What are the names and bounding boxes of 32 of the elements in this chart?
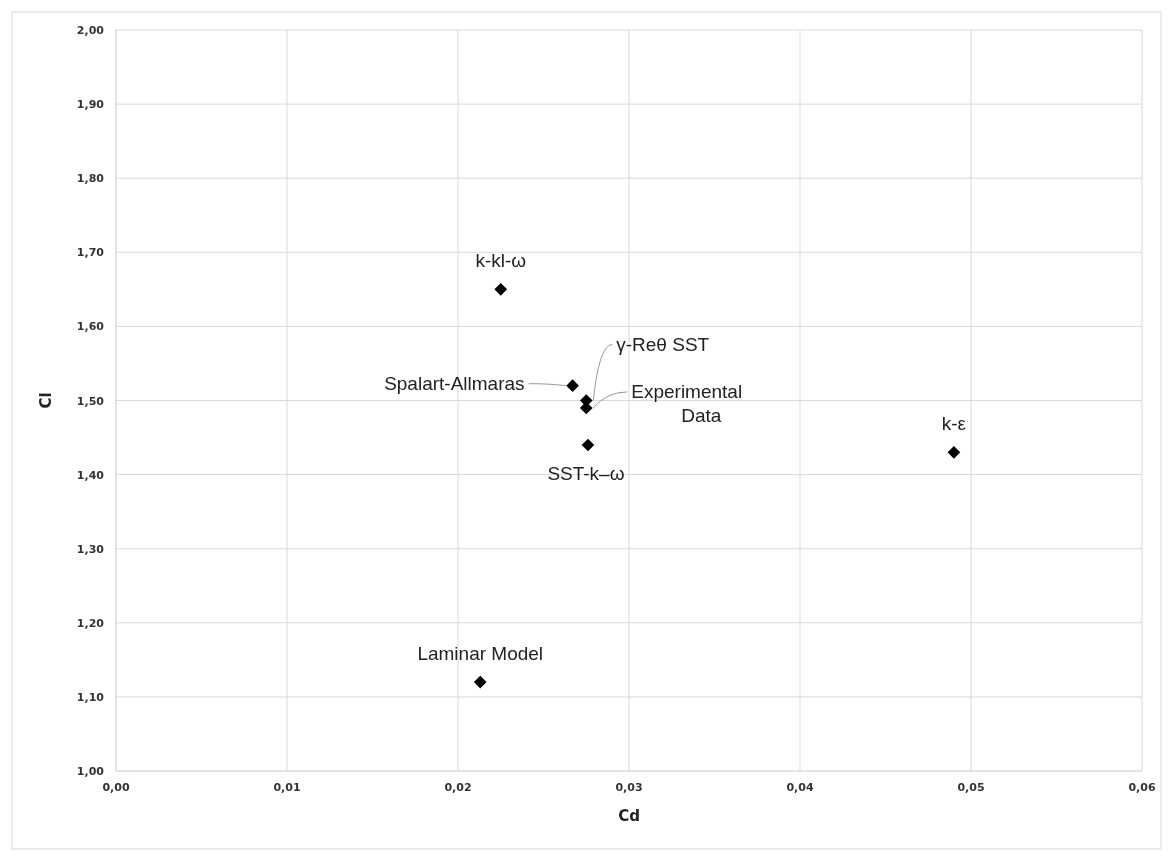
y-tick-label: 1,60 <box>76 320 105 334</box>
series-label: SST-k–ω <box>547 462 625 484</box>
y-tick-label: 1,30 <box>76 542 105 556</box>
x-tick-label: 0,03 <box>615 781 643 794</box>
text: Experimental Data <box>631 380 743 426</box>
y-tick-label: 1,90 <box>76 98 105 112</box>
y-tick-label: 1,00 <box>76 765 105 778</box>
y-tick-label: 1,50 <box>76 394 105 408</box>
y-tick-label: 2,00 <box>76 24 105 37</box>
y-tick-label: 1,40 <box>76 468 105 482</box>
series-label: k-kl-ω <box>475 250 527 272</box>
y-tick-label: 1,20 <box>76 616 105 630</box>
series-label: k-ε <box>941 413 967 435</box>
x-tick-label: 0,04 <box>786 781 814 794</box>
point <box>473 675 487 689</box>
y-tick-label: 1,10 <box>76 690 105 704</box>
point <box>566 379 579 392</box>
point <box>947 446 961 459</box>
y-tick-label: 1,80 <box>76 172 105 186</box>
text: Spalart-Allmaras <box>384 372 525 394</box>
x-tick-label: 0,05 <box>957 781 985 794</box>
series-label: Laminar Model <box>417 643 544 665</box>
x-axis-title: Cd <box>618 807 640 825</box>
text: γ-Reθ SST <box>616 333 710 355</box>
x-tick-label: 0,06 <box>1128 781 1156 794</box>
x-tick-label: 0,00 <box>102 781 130 794</box>
point <box>581 438 595 452</box>
point <box>494 283 508 296</box>
y-axis-title: Cl <box>37 392 55 409</box>
x-tick-label: 0,02 <box>444 781 472 794</box>
x-tick-label: 0,01 <box>273 781 301 794</box>
y-tick-label: 1,70 <box>76 246 105 260</box>
